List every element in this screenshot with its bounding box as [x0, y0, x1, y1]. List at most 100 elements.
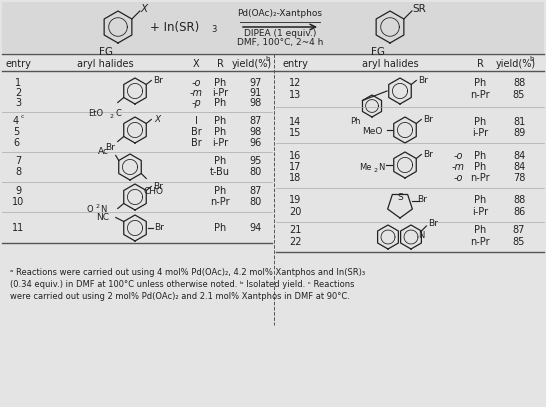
Text: Ph: Ph — [214, 186, 226, 196]
Text: 9: 9 — [15, 186, 21, 196]
Text: 20: 20 — [289, 207, 301, 217]
Text: Pd(OAc)₂-Xantphos: Pd(OAc)₂-Xantphos — [238, 9, 323, 18]
Text: 11: 11 — [12, 223, 24, 233]
Text: Br: Br — [105, 142, 115, 151]
Text: Ph: Ph — [474, 195, 486, 205]
Text: NC: NC — [97, 214, 110, 223]
Text: 85: 85 — [513, 90, 525, 100]
Text: i-Pr: i-Pr — [472, 207, 488, 217]
Text: 84: 84 — [513, 162, 525, 172]
Text: n-Pr: n-Pr — [210, 197, 230, 207]
Text: 12: 12 — [289, 78, 301, 88]
Text: 22: 22 — [289, 237, 301, 247]
Text: Me: Me — [359, 162, 371, 171]
Text: Ph: Ph — [214, 223, 226, 233]
Text: -o: -o — [453, 173, 463, 183]
Text: MeO: MeO — [362, 127, 382, 136]
Text: entry: entry — [282, 59, 308, 69]
Text: EtO: EtO — [88, 109, 104, 118]
Text: S: S — [397, 193, 403, 201]
Text: DIPEA (1 equiv.): DIPEA (1 equiv.) — [244, 29, 316, 39]
Text: -o: -o — [191, 78, 201, 88]
Text: n-Pr: n-Pr — [470, 90, 490, 100]
Text: -p: -p — [191, 98, 201, 108]
Text: 91: 91 — [250, 88, 262, 98]
Text: 6: 6 — [13, 138, 19, 148]
Text: X: X — [154, 115, 161, 124]
Text: aryl halides: aryl halides — [76, 59, 133, 69]
Text: 86: 86 — [513, 207, 525, 217]
Text: 10: 10 — [12, 197, 24, 207]
Text: 16: 16 — [289, 151, 301, 161]
Text: Br: Br — [153, 76, 163, 85]
Text: R: R — [217, 59, 223, 69]
Text: Br: Br — [417, 195, 427, 204]
Text: c: c — [20, 114, 23, 120]
Text: 87: 87 — [250, 186, 262, 196]
Text: 95: 95 — [250, 156, 262, 166]
Text: 96: 96 — [250, 138, 262, 148]
Text: Ph: Ph — [214, 98, 226, 108]
Text: i-Pr: i-Pr — [212, 138, 228, 148]
Text: 4: 4 — [13, 116, 19, 126]
Text: yield(%): yield(%) — [232, 59, 272, 69]
Text: 5: 5 — [13, 127, 19, 137]
Text: Ph: Ph — [474, 151, 486, 161]
Text: 98: 98 — [250, 98, 262, 108]
Text: X: X — [140, 4, 147, 14]
Text: I: I — [194, 116, 198, 126]
Text: 15: 15 — [289, 128, 301, 138]
Text: n-Pr: n-Pr — [470, 173, 490, 183]
Text: ᵃ Reactions were carried out using 4 mol% Pd(OAc)₂, 4.2 mol% Xantphos and In(SR): ᵃ Reactions were carried out using 4 mol… — [10, 268, 365, 277]
Text: X: X — [193, 59, 199, 69]
Text: 7: 7 — [15, 156, 21, 166]
FancyBboxPatch shape — [2, 2, 544, 53]
Text: aryl halides: aryl halides — [361, 59, 418, 69]
Text: b: b — [266, 56, 270, 62]
Text: 17: 17 — [289, 162, 301, 172]
Text: Ph: Ph — [214, 116, 226, 126]
Text: O: O — [87, 206, 93, 214]
Text: -m: -m — [452, 162, 465, 172]
Text: SR: SR — [412, 4, 426, 14]
Text: N: N — [378, 162, 384, 171]
Text: 97: 97 — [250, 78, 262, 88]
Text: 2: 2 — [15, 88, 21, 98]
Text: 80: 80 — [250, 197, 262, 207]
Text: Ph: Ph — [214, 127, 226, 137]
Text: Br: Br — [429, 219, 438, 228]
Text: 2: 2 — [110, 114, 114, 118]
Text: 13: 13 — [289, 90, 301, 100]
Text: 3: 3 — [15, 98, 21, 108]
Text: n-Pr: n-Pr — [470, 237, 490, 247]
Text: 3: 3 — [211, 26, 217, 35]
Text: -m: -m — [189, 88, 203, 98]
Text: b: b — [530, 56, 534, 62]
Text: DMF, 100°C, 2~4 h: DMF, 100°C, 2~4 h — [237, 39, 323, 48]
Text: Br: Br — [154, 223, 164, 232]
Text: were carried out using 2 mol% Pd(OAc)₂ and 2.1 mol% Xantphos in DMF at 90°C.: were carried out using 2 mol% Pd(OAc)₂ a… — [10, 292, 350, 301]
Text: (0.34 equiv.) in DMF at 100°C unless otherwise noted. ᵇ Isolated yield. ᶜ Reacti: (0.34 equiv.) in DMF at 100°C unless oth… — [10, 280, 354, 289]
Text: yield(%): yield(%) — [496, 59, 536, 69]
Text: 8: 8 — [15, 167, 21, 177]
Text: N: N — [100, 206, 106, 214]
Text: Ac: Ac — [98, 147, 109, 157]
Text: 98: 98 — [250, 127, 262, 137]
Text: + In(SR): + In(SR) — [150, 20, 200, 33]
Text: Br: Br — [191, 127, 201, 137]
Text: i-Pr: i-Pr — [212, 88, 228, 98]
Text: 87: 87 — [513, 225, 525, 235]
Text: FG: FG — [99, 47, 113, 57]
Text: 1: 1 — [15, 78, 21, 88]
Text: Ph: Ph — [214, 156, 226, 166]
Text: Br: Br — [423, 115, 433, 124]
Text: 78: 78 — [513, 173, 525, 183]
Text: CHO: CHO — [144, 188, 164, 197]
Text: t-Bu: t-Bu — [210, 167, 230, 177]
Text: 21: 21 — [289, 225, 301, 235]
Text: 88: 88 — [513, 78, 525, 88]
Text: entry: entry — [5, 59, 31, 69]
Text: Ph: Ph — [350, 116, 360, 125]
Text: FG: FG — [371, 47, 385, 57]
Text: 81: 81 — [513, 117, 525, 127]
